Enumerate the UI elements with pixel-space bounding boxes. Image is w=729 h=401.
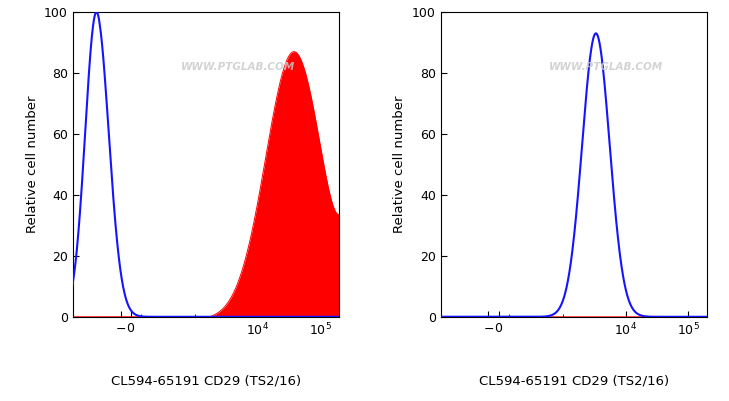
Text: WWW.PTGLAB.COM: WWW.PTGLAB.COM (181, 62, 295, 72)
Text: CL594-65191 CD29 (TS2/16): CL594-65191 CD29 (TS2/16) (111, 375, 301, 388)
Text: CL594-65191 CD29 (TS2/16): CL594-65191 CD29 (TS2/16) (479, 375, 669, 388)
Y-axis label: Relative cell number: Relative cell number (26, 96, 39, 233)
Y-axis label: Relative cell number: Relative cell number (394, 96, 406, 233)
Text: WWW.PTGLAB.COM: WWW.PTGLAB.COM (549, 62, 663, 72)
